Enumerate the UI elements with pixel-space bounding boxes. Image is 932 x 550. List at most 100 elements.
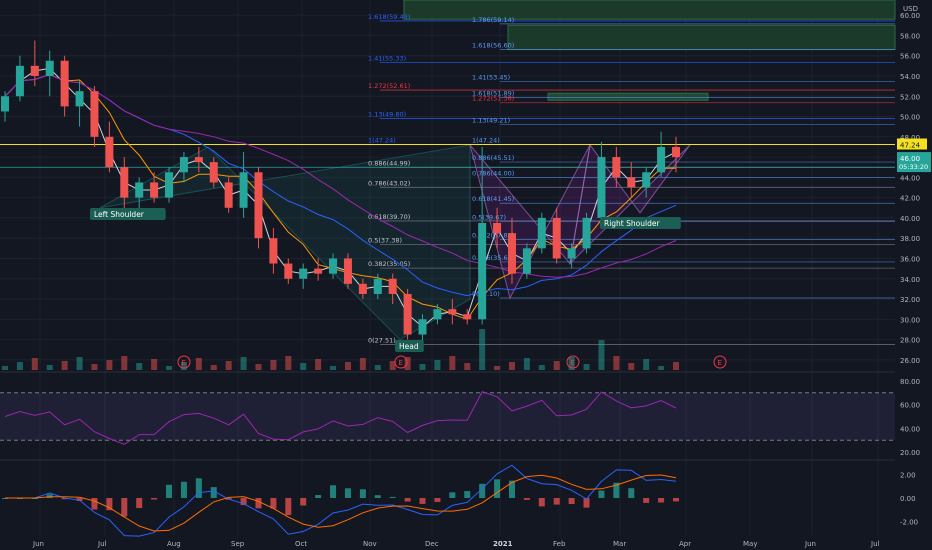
candles[interactable] xyxy=(1,40,680,345)
volume-bar xyxy=(315,359,322,370)
candle-body xyxy=(478,222,487,320)
ma-fast xyxy=(4,67,677,328)
price-tick: 58.00 xyxy=(900,32,920,40)
volume-bar xyxy=(121,356,128,370)
fib-label: 0.886(44.99) xyxy=(368,159,410,167)
price-tick: 52.00 xyxy=(900,93,920,101)
macd-hist xyxy=(255,498,262,509)
price-tick: 54.00 xyxy=(900,73,920,81)
annotation-label: Head xyxy=(399,342,419,351)
macd-hist xyxy=(270,498,277,509)
candle-body xyxy=(135,182,144,198)
signal-line xyxy=(5,474,677,532)
fib-label: 1.618(59.43) xyxy=(368,13,410,21)
rsi-band xyxy=(0,392,895,441)
candle-body xyxy=(314,268,323,274)
volume-bar xyxy=(658,366,665,370)
candle-body xyxy=(254,172,263,239)
macd-hist xyxy=(494,479,501,498)
volume-bar xyxy=(225,361,232,370)
volume-bar xyxy=(330,366,337,370)
candle-body xyxy=(90,91,99,137)
candle-body xyxy=(463,314,472,320)
fib-label: 0.786(43.02) xyxy=(368,179,410,187)
fib-label: 1.41(55.33) xyxy=(368,54,406,62)
candle-body xyxy=(239,172,248,208)
candle-body xyxy=(582,217,591,249)
macd-tick: 0.00 xyxy=(900,495,916,503)
volume-bar xyxy=(16,362,23,370)
macd-hist xyxy=(538,498,545,507)
fib-label-right: 1(47.24) xyxy=(472,137,500,145)
macd-hist xyxy=(151,498,158,500)
candle-body xyxy=(105,136,114,168)
fib-label-right: 0.886(45.51) xyxy=(472,154,514,162)
volume-bar xyxy=(628,363,635,370)
rsi-pane[interactable] xyxy=(0,390,895,445)
rsi-tick: 60.00 xyxy=(900,402,920,410)
rsi-tick: 80.00 xyxy=(900,378,920,386)
volume-bar xyxy=(240,357,247,370)
axes: 60.00 58.00 56.00 54.00 52.00 50.00 48.00 46.00… xyxy=(32,12,931,548)
fib-label-right: 1.41(53.45) xyxy=(472,74,510,82)
candle-body xyxy=(537,217,546,249)
volume-bar xyxy=(180,362,187,370)
candle-body xyxy=(284,263,293,279)
volume-bar xyxy=(76,357,83,370)
candle-body xyxy=(15,65,24,97)
macd-hist xyxy=(523,498,530,500)
candle-body xyxy=(150,182,159,198)
volume-bar xyxy=(106,360,113,370)
volume-bar xyxy=(404,357,411,370)
volume-bar xyxy=(91,364,98,370)
candle-body xyxy=(358,283,367,294)
price-tick: 34.00 xyxy=(900,276,920,284)
macd-hist xyxy=(628,488,635,498)
candle-body xyxy=(433,309,442,320)
candle-body xyxy=(269,238,278,264)
volume-bar xyxy=(553,361,560,370)
fib-label-right: 1.618(51.89) xyxy=(472,89,514,97)
macd-hist xyxy=(180,481,187,498)
x-tick: Jun xyxy=(804,540,816,548)
volume-bar xyxy=(166,366,173,370)
candle-body xyxy=(209,162,218,183)
price-tick: 36.00 xyxy=(900,255,920,263)
x-tick: Nov xyxy=(363,540,377,548)
candle-body xyxy=(657,146,666,173)
macd-pane[interactable] xyxy=(2,464,679,537)
volume-bar xyxy=(151,359,158,370)
macd-hist xyxy=(91,498,98,510)
volume-bar xyxy=(195,358,202,370)
candle-body xyxy=(299,268,308,279)
fib-label: 1.13(49.80) xyxy=(368,111,406,119)
candle-body xyxy=(418,319,427,335)
volume-bar xyxy=(434,360,441,370)
price-tick: 56.00 xyxy=(900,53,920,61)
macd-line xyxy=(5,464,677,537)
macd-hist xyxy=(419,498,426,504)
price-tick: 60.00 xyxy=(900,12,920,20)
fib-label: 1.272(52.61) xyxy=(368,82,410,90)
macd-hist xyxy=(240,498,247,506)
macd-hist xyxy=(553,498,560,505)
macd-hist xyxy=(568,498,575,505)
candle-body xyxy=(45,60,54,76)
fib-label-right: 1.13(49.21) xyxy=(472,117,510,125)
candle-body xyxy=(1,96,9,112)
macd-hist xyxy=(374,495,381,498)
annotation-bg xyxy=(600,217,681,229)
candle-body xyxy=(627,177,636,188)
earnings-letter: E xyxy=(718,359,722,367)
earnings-letter: E xyxy=(399,359,403,367)
price-tick: 42.00 xyxy=(900,195,920,203)
candle-body xyxy=(597,157,606,218)
x-tick: Jul xyxy=(870,540,880,548)
macd-hist xyxy=(658,498,665,503)
rsi-tick: 20.00 xyxy=(900,449,920,457)
x-tick: May xyxy=(743,540,757,548)
candle-body xyxy=(672,146,680,158)
volume-bar xyxy=(538,365,545,370)
candle-body xyxy=(329,258,338,274)
